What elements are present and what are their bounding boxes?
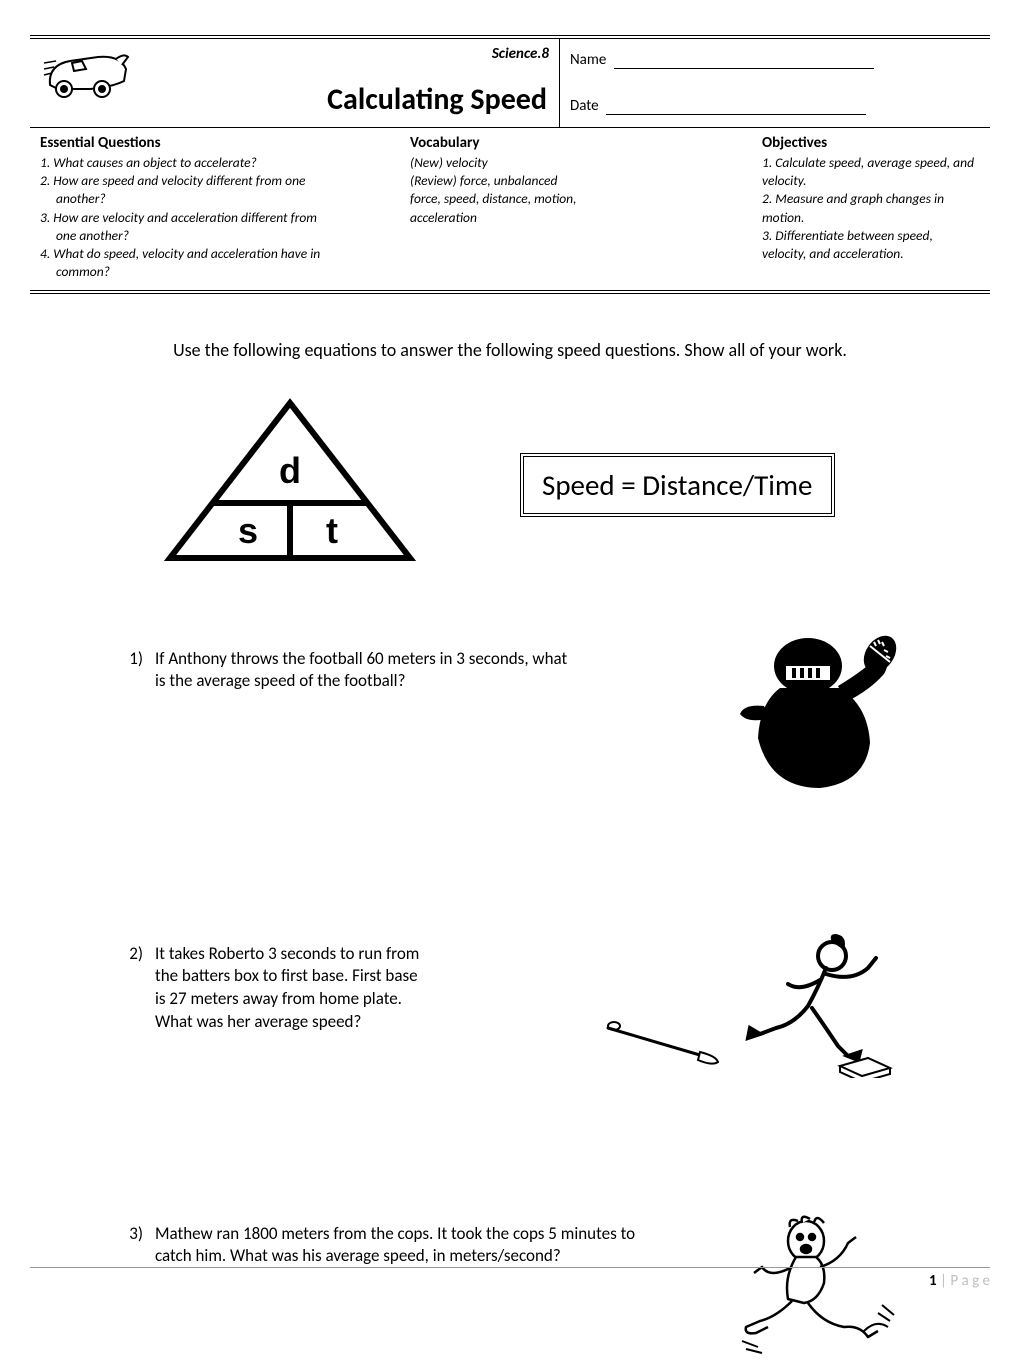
eq-item: another?	[40, 190, 390, 208]
question-number: 1)	[115, 648, 155, 669]
header-box: Science.8 Calculating Speed Name Date Es…	[30, 35, 990, 294]
triangle-s-label: s	[238, 510, 258, 551]
name-row: Name	[570, 51, 978, 69]
footer-page-word: P a g e	[950, 1272, 990, 1290]
football-player-icon	[690, 628, 900, 798]
question-number: 3)	[115, 1223, 155, 1244]
date-row: Date	[570, 97, 978, 115]
question-text: It takes Roberto 3 seconds to run from t…	[155, 943, 600, 1035]
voc-title: Vocabulary	[410, 134, 742, 152]
obj-item: 3. Differentiate between speed, velocity…	[762, 227, 980, 263]
racecar-icon	[42, 47, 130, 104]
vocabulary-col: Vocabulary (New) velocity (Review) force…	[400, 128, 752, 290]
instructions-text: Use the following equations to answer th…	[70, 339, 950, 361]
footer-sep: |	[937, 1272, 951, 1290]
question-number: 2)	[115, 943, 155, 964]
name-label: Name	[570, 51, 606, 69]
formulas-row: d s t Speed = Distance/Time	[30, 393, 990, 578]
question-row: 1) If Anthony throws the football 60 met…	[115, 648, 900, 798]
dst-triangle: d s t	[160, 393, 420, 578]
questions-list: 1) If Anthony throws the football 60 met…	[30, 648, 990, 1363]
date-blank[interactable]	[606, 114, 866, 115]
header-top-row: Science.8 Calculating Speed Name Date	[30, 39, 990, 128]
question-text: Mathew ran 1800 meters from the cops. It…	[155, 1223, 730, 1269]
eq-item: common?	[40, 263, 390, 281]
name-date-cell: Name Date	[560, 39, 990, 127]
eq-title: Essential Questions	[40, 134, 390, 152]
voc-item: (Review) force, unbalanced	[410, 172, 742, 190]
eq-item: 4. What do speed, velocity and accelerat…	[40, 245, 390, 263]
title-cell: Science.8 Calculating Speed	[30, 39, 560, 127]
objectives-col: Objectives 1. Calculate speed, average s…	[752, 128, 990, 290]
voc-item: force, speed, distance, motion,	[410, 190, 742, 208]
obj-item: 1. Calculate speed, average speed, and v…	[762, 154, 980, 190]
question-text: If Anthony throws the football 60 meters…	[155, 648, 690, 694]
name-blank[interactable]	[614, 68, 874, 69]
speed-formula-box: Speed = Distance/Time	[520, 453, 835, 517]
eq-item: one another?	[40, 227, 390, 245]
question-row: 3) Mathew ran 1800 meters from the cops.…	[115, 1223, 900, 1363]
page-number: 1	[929, 1272, 937, 1290]
obj-title: Objectives	[762, 134, 980, 152]
obj-item: 2. Measure and graph changes in motion.	[762, 190, 980, 226]
voc-item: (New) velocity	[410, 154, 742, 172]
page-footer: 1 | P a g e	[30, 1267, 990, 1290]
question-row: 2) It takes Roberto 3 seconds to run fro…	[115, 943, 900, 1078]
triangle-t-label: t	[326, 510, 338, 551]
eq-item: 1. What causes an object to accelerate?	[40, 154, 390, 172]
header-bottom-row: Essential Questions 1. What causes an ob…	[30, 128, 990, 290]
triangle-d-label: d	[279, 450, 301, 491]
eq-item: 3. How are velocity and acceleration dif…	[40, 209, 390, 227]
eq-item: 2. How are speed and velocity different …	[40, 172, 390, 190]
date-label: Date	[570, 97, 599, 115]
voc-item: acceleration	[410, 209, 742, 227]
essential-questions-col: Essential Questions 1. What causes an ob…	[30, 128, 400, 290]
baseball-runner-icon	[600, 928, 900, 1078]
